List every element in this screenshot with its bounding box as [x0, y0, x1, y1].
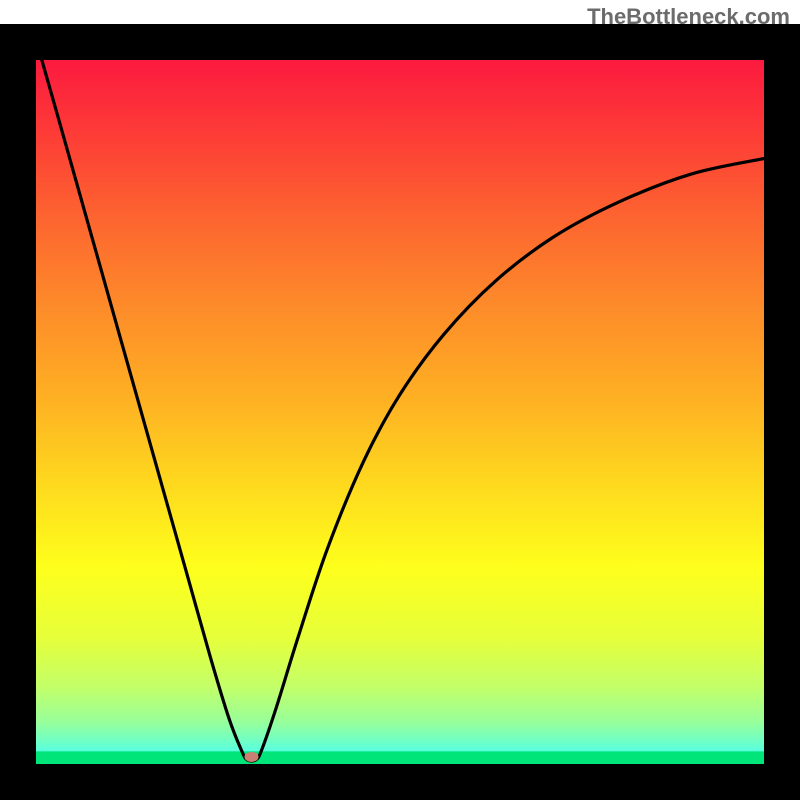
watermark-text: TheBottleneck.com [587, 4, 790, 30]
chart-container: TheBottleneck.com [0, 0, 800, 800]
bottleneck-chart [0, 0, 800, 800]
